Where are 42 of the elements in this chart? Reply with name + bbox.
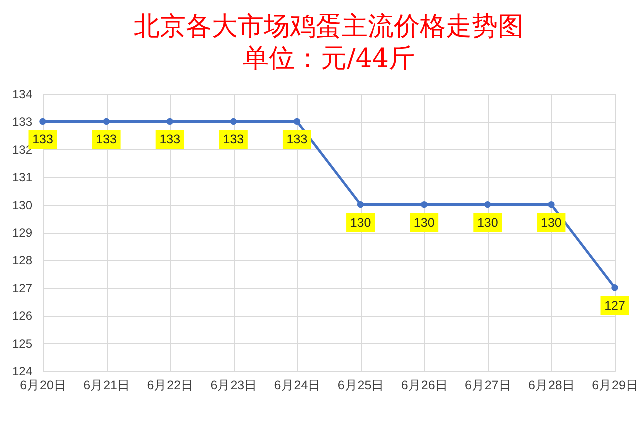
y-tick-label: 127 [12, 281, 33, 296]
x-tick-label: 6月23日 [210, 378, 258, 392]
x-tick-label: 6月25日 [338, 378, 385, 392]
chart-subtitle: 单位：元/44斤 [243, 44, 415, 74]
point [230, 118, 238, 126]
point [294, 118, 301, 126]
point [103, 118, 110, 126]
x-tick-label: 6月24日 [274, 378, 322, 392]
y-tick-label: 133 [12, 115, 33, 130]
y-tick-label: 134 [12, 88, 33, 102]
x-tick-label: 6月22日 [147, 378, 194, 392]
point [357, 201, 364, 208]
data-label: 130 [541, 216, 562, 230]
point [612, 284, 618, 292]
x-tick-label: 6月26日 [401, 378, 448, 392]
point [166, 118, 174, 126]
y-tick-label: 125 [12, 336, 33, 351]
point [420, 201, 428, 208]
y-tick-label: 128 [12, 254, 33, 268]
data-label: 130 [477, 216, 498, 230]
data-label: 133 [96, 132, 118, 147]
y-tick-label: 130 [12, 198, 33, 212]
x-tick-label: 6月27日 [464, 378, 512, 392]
y-tick-label: 126 [12, 309, 33, 324]
y-tick-label: 131 [12, 170, 33, 185]
data-label: 133 [286, 132, 308, 147]
chart-title: 北京各大市场鸡蛋主流价格走势图 [134, 12, 524, 42]
x-tick-label: 6月20日 [20, 378, 67, 392]
data-label: 130 [350, 216, 372, 230]
data-label: 127 [604, 298, 626, 313]
data-label: 133 [223, 132, 244, 147]
x-tick-label: 6月28日 [528, 378, 576, 392]
x-tick-label: 6月29日 [592, 378, 639, 392]
data-label: 133 [32, 132, 54, 147]
y-tick-label: 124 [12, 364, 33, 378]
data-label: 133 [160, 132, 181, 147]
data-label: 130 [414, 216, 435, 230]
point [484, 201, 492, 208]
x-tick-label: 6月21日 [84, 378, 130, 392]
point [40, 118, 46, 126]
y-tick-label: 129 [12, 226, 33, 240]
point [548, 201, 555, 208]
